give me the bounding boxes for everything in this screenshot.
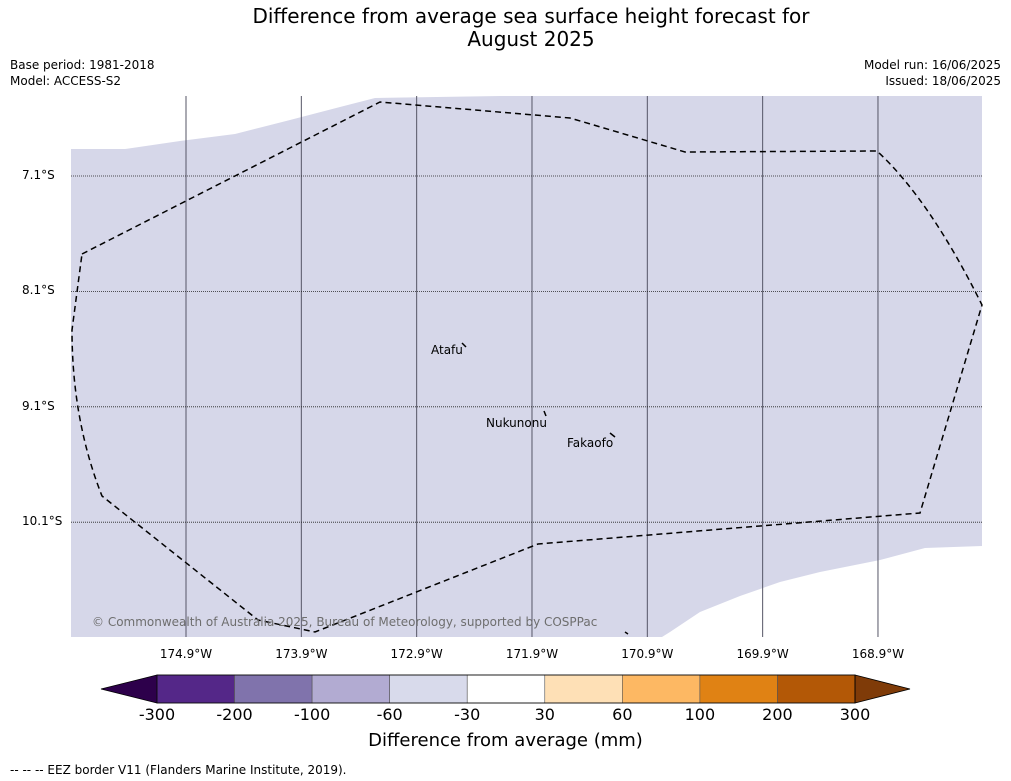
copyright-notice: © Commonwealth of Australia 2025, Bureau… (92, 615, 598, 629)
eez-legend-note: -- -- -- EEZ border V11 (Flanders Marine… (10, 763, 347, 777)
lat-tick-label: 9.1°S (22, 398, 55, 413)
lon-tick-label: 172.9°W (390, 647, 443, 661)
lat-tick-label: 7.1°S (22, 168, 55, 182)
eez-border (71, 101, 983, 633)
meta-left: Base period: 1981-2018 Model: ACCESS-S2 (10, 57, 155, 89)
lon-tick-label: 174.9°W (159, 647, 213, 661)
fakaofo-island-shape (609, 432, 616, 438)
lat-tick-label: 10.1°S (22, 514, 63, 529)
meta-right: Model run: 16/06/2025 Issued: 18/06/2025 (864, 57, 1001, 89)
lon-tick-label: 171.9°W (505, 647, 559, 661)
colorbar-tick-label: 100 (684, 705, 716, 724)
island-label-atafu: Atafu (431, 343, 463, 357)
atafu-island-shape (461, 342, 467, 348)
title-line-2: August 2025 (467, 27, 595, 51)
model-run: Model run: 16/06/2025 (863, 58, 1001, 72)
colorbar-tick-label: 300 (839, 705, 871, 724)
colorbar-tick-label: -30 (454, 705, 481, 724)
chart-title: Difference from average sea surface heig… (0, 5, 1011, 51)
colorbar-tick-label: 200 (762, 705, 793, 724)
lat-tick-label: 8.1°S (22, 283, 55, 298)
lon-tick-label: 170.9°W (621, 647, 674, 661)
island-marks (461, 342, 629, 635)
colorbar-label: Difference from average (mm) (368, 730, 643, 751)
island-label-fakaofo: Fakaofo (567, 436, 614, 450)
nukunonu-island-shape (543, 410, 547, 417)
colorbar-tick-label: -100 (293, 705, 331, 724)
base-period: Base period: 1981-2018 (10, 58, 155, 72)
colorbar-tick-label: 60 (612, 705, 633, 724)
lon-tick-label: 168.9°W (851, 647, 905, 661)
colorbar-tick-label: 30 (534, 705, 555, 724)
sea-area (71, 96, 982, 637)
title-line-1: Difference from average sea surface heig… (252, 4, 810, 28)
model-name: Model: ACCESS-S2 (10, 74, 122, 88)
colorbar-tick-label: -300 (138, 705, 176, 724)
issued-date: Issued: 18/06/2025 (885, 74, 1001, 88)
colorbar-tick-label: -60 (376, 705, 403, 724)
island-label-nukunonu: Nukunonu (486, 416, 547, 430)
lon-tick-label: 173.9°W (275, 647, 328, 661)
island-fragment (624, 631, 629, 635)
lon-tick-label: 169.9°W (736, 647, 789, 661)
colorbar-tick-label: -200 (216, 705, 253, 724)
